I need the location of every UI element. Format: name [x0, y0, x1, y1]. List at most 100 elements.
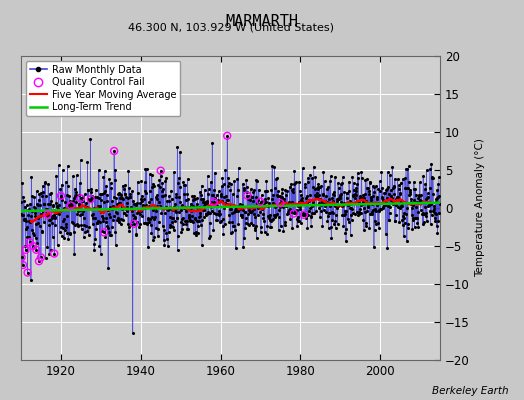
Point — [190, 196, 199, 202]
Point — [156, 184, 164, 190]
Point — [375, 208, 383, 215]
Point — [305, 197, 313, 203]
Point — [204, 186, 213, 192]
Point — [112, 195, 121, 202]
Point — [45, 222, 53, 228]
Legend: Raw Monthly Data, Quality Control Fail, Five Year Moving Average, Long-Term Tren: Raw Monthly Data, Quality Control Fail, … — [26, 61, 180, 116]
Point — [27, 174, 36, 180]
Point — [274, 188, 282, 194]
Point — [407, 198, 415, 205]
Point — [400, 210, 408, 216]
Point — [209, 226, 217, 233]
Point — [29, 232, 38, 238]
Point — [397, 203, 406, 209]
Point — [350, 200, 358, 207]
Point — [283, 201, 292, 208]
Point — [433, 187, 441, 193]
Point — [384, 169, 392, 175]
Point — [112, 242, 120, 248]
Point — [103, 192, 111, 198]
Point — [389, 184, 397, 191]
Point — [362, 220, 370, 226]
Point — [75, 192, 83, 198]
Point — [396, 179, 405, 186]
Point — [212, 217, 221, 223]
Point — [140, 179, 149, 185]
Point — [365, 225, 374, 231]
Point — [125, 224, 133, 230]
Point — [138, 213, 147, 219]
Point — [357, 168, 366, 175]
Point — [226, 187, 234, 194]
Point — [318, 199, 326, 205]
Point — [41, 179, 49, 185]
Point — [386, 203, 395, 210]
Point — [353, 181, 361, 188]
Point — [387, 198, 396, 204]
Point — [173, 215, 181, 222]
Point — [42, 192, 50, 199]
Point — [296, 187, 304, 194]
Point — [77, 195, 85, 202]
Point — [159, 237, 168, 244]
Point — [280, 198, 289, 205]
Point — [79, 222, 88, 228]
Point — [325, 196, 334, 202]
Point — [170, 169, 178, 175]
Point — [85, 224, 93, 230]
Point — [435, 200, 444, 207]
Point — [300, 211, 308, 217]
Point — [277, 193, 286, 200]
Point — [310, 210, 318, 216]
Point — [144, 244, 152, 250]
Point — [188, 213, 196, 220]
Point — [310, 210, 319, 216]
Point — [157, 168, 165, 174]
Point — [62, 179, 70, 185]
Point — [224, 180, 233, 186]
Point — [61, 226, 69, 233]
Point — [336, 192, 345, 198]
Point — [260, 229, 269, 235]
Point — [187, 200, 195, 207]
Point — [414, 224, 422, 230]
Point — [324, 184, 333, 190]
Point — [134, 190, 142, 196]
Point — [430, 203, 438, 209]
Point — [330, 221, 338, 228]
Point — [52, 173, 60, 179]
Point — [251, 227, 259, 233]
Point — [172, 194, 180, 200]
Point — [417, 192, 425, 198]
Point — [106, 232, 114, 238]
Point — [198, 242, 206, 248]
Point — [141, 219, 150, 226]
Point — [370, 183, 378, 190]
Point — [332, 212, 340, 218]
Point — [140, 205, 148, 211]
Point — [183, 226, 191, 232]
Point — [403, 225, 412, 232]
Point — [322, 208, 331, 215]
Point — [165, 229, 173, 235]
Point — [60, 206, 69, 212]
Point — [325, 178, 334, 184]
Point — [257, 192, 266, 198]
Point — [383, 185, 391, 192]
Point — [221, 202, 230, 208]
Point — [150, 216, 159, 222]
Point — [298, 198, 307, 204]
Point — [133, 210, 141, 216]
Point — [233, 186, 242, 193]
Point — [95, 203, 104, 209]
Point — [168, 196, 176, 202]
Point — [165, 198, 173, 204]
Point — [225, 212, 233, 218]
Point — [303, 225, 312, 232]
Point — [400, 233, 408, 239]
Point — [85, 232, 93, 238]
Text: Berkeley Earth: Berkeley Earth — [432, 386, 508, 396]
Point — [374, 200, 382, 206]
Point — [347, 212, 355, 218]
Point — [341, 230, 350, 236]
